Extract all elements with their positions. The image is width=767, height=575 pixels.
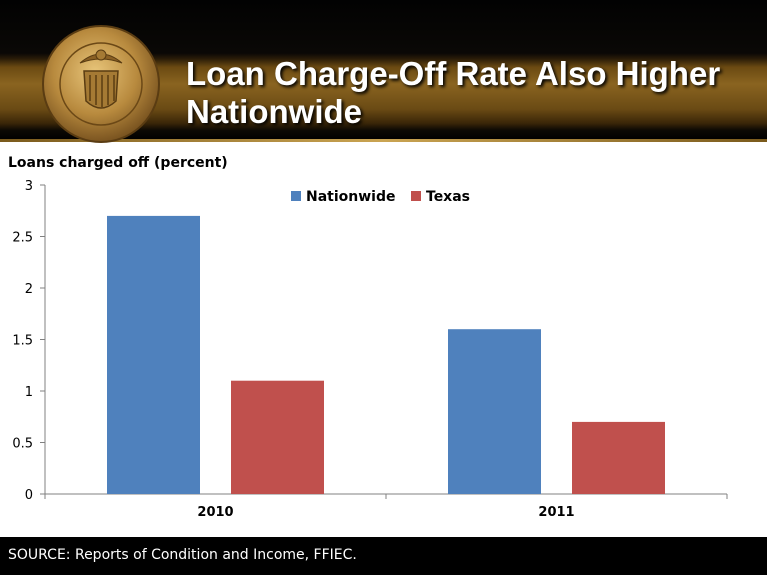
y-tick-label: 1 bbox=[25, 385, 33, 400]
x-category-label: 2010 bbox=[197, 505, 233, 520]
bar-nationwide-2010 bbox=[107, 215, 200, 494]
bar-texas-2011 bbox=[572, 421, 665, 494]
y-tick-label: 2.5 bbox=[12, 231, 33, 246]
legend-swatch-nationwide bbox=[291, 191, 301, 201]
legend-label-texas: Texas bbox=[426, 189, 470, 205]
y-tick-label: 0 bbox=[25, 488, 33, 503]
federal-reserve-seal-icon bbox=[42, 25, 160, 143]
y-tick-label: 2 bbox=[25, 282, 33, 297]
y-tick-label: 3 bbox=[25, 179, 33, 194]
legend-swatch-texas bbox=[411, 191, 421, 201]
bar-nationwide-2011 bbox=[448, 329, 541, 494]
page-title: Loan Charge-Off Rate Also Higher Nationw… bbox=[186, 55, 721, 130]
y-axis-label: Loans charged off (percent) bbox=[8, 155, 228, 171]
legend-label-nationwide: Nationwide bbox=[306, 189, 396, 205]
bar-chart: 0 0.5 1 1.5 2 2.5 3 2010 2011 Nationwide Texas bbox=[12, 179, 728, 520]
source-note: SOURCE: Reports of Condition and Income,… bbox=[8, 547, 357, 563]
footer-bar bbox=[0, 537, 767, 575]
y-tick-label: 0.5 bbox=[12, 437, 33, 452]
x-category-label: 2011 bbox=[538, 505, 574, 520]
bar-texas-2010 bbox=[231, 380, 324, 494]
header-divider bbox=[0, 139, 767, 142]
y-tick-label: 1.5 bbox=[12, 334, 33, 349]
